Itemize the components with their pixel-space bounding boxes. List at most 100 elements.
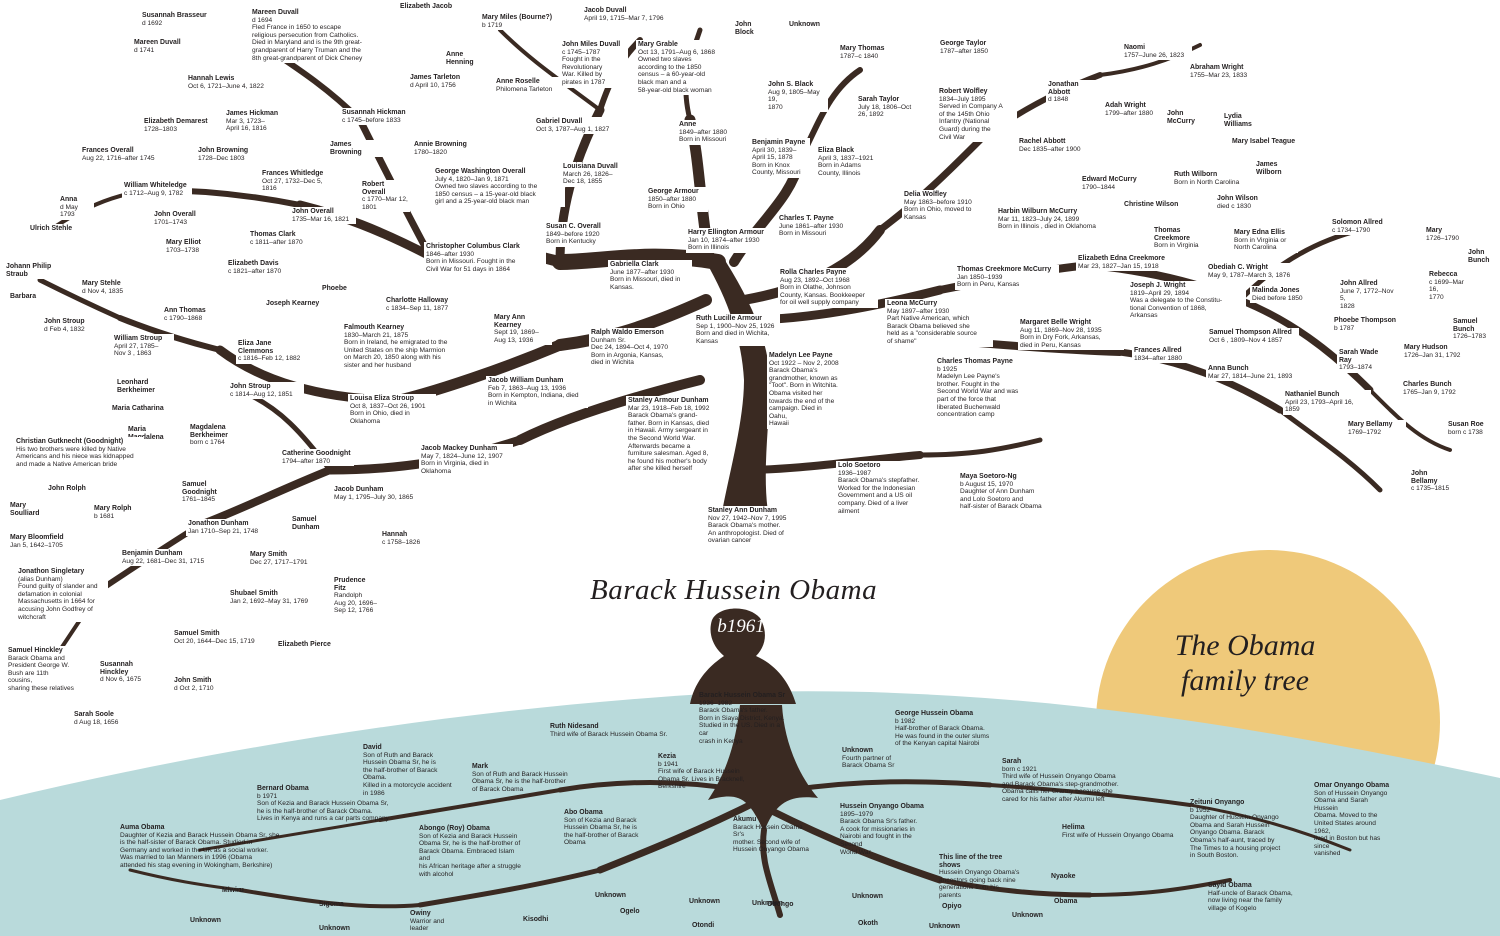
person-detail: North Carolina [1234,244,1277,252]
person-entry: Annie Browning 1780–1820 [412,140,472,158]
person-name: Ruth Wilborn [1174,171,1218,178]
person-entry: Unknown [593,891,629,901]
person-name: Helima [1062,824,1085,831]
person-detail: Born in North Carolina [1174,178,1240,186]
person-detail: c 1790–1868 [164,314,203,322]
person-entry: Ulrich Stehle [28,224,76,234]
person-entry: Mary Smith Dec 27, 1717–1791 [248,550,318,568]
person-detail: Jan 2, 1692–May 31, 1769 [230,597,309,605]
person-detail: July 18, 1806–Oct [858,103,912,111]
title-line-1: The Obama [1174,629,1316,662]
person-detail: Mar 23, 1827–Jan 15, 1918 [1078,262,1159,270]
person-entry: Anne Henning [444,50,494,68]
branch [515,375,705,445]
person-detail: Born in Siaya District, Kenya. [699,714,785,722]
person-detail: April 27, 1785– [114,342,159,350]
person-detail: Randolph [334,592,363,600]
person-detail: 8th great-grandparent of Dick Cheney [252,54,363,62]
person-name: Unknown [190,917,222,924]
person-entry: Stanley Armour Dunham Mar 23, 1918–Feb 18… [626,396,716,474]
person-detail: c 1758–1826 [382,538,421,546]
person-detail: campaign. Died in Oahu, [769,405,822,420]
person-name: James Wilborn [1256,161,1282,176]
root [787,779,993,793]
person-entry: Mary Grable Oct 13, 1791–Aug 6, 1868 Owned… [636,40,724,96]
person-detail: Obama [564,839,586,847]
branch [498,28,602,112]
person-name: Lydia Williams [1224,113,1252,128]
person-detail: The Times to a housing project [1190,844,1281,852]
person-entry: Gabriella Clark June 1877–after 1930 Born … [608,260,692,293]
person-name: Mary Stehle [82,280,121,287]
person-detail: Jan 10, 1874–after 1930 [688,236,760,244]
person-name: Edward McCurry [1082,176,1137,183]
person-name: Christian Gutknecht (Goodnight) [16,438,124,445]
person-name: Margaret Belle Wright [1020,319,1092,326]
person-detail: Barack Obama. Embraced Islam and [419,847,515,863]
person-entry: Eliza Jane Clemmons c 1816–Feb 12, 1882 [236,339,306,364]
person-name: Catherine Goodnight [282,450,351,457]
person-detail: 1726–1783 [1453,333,1487,341]
person-detail: Kansas. [610,283,634,291]
person-name: David [363,744,382,751]
person-entry: Mareen Duvall d 1741 [132,38,187,56]
person-detail: crash in Kenya [699,737,743,745]
person-detail: Son of Kezia and Barack [564,816,637,824]
person-entry: John Overall 1735–Mar 16, 1821 [290,207,356,225]
person-entry: William Whiteledge c 1712–Aug 9, 1782 [122,181,192,199]
person-detail: Sep 1, 1900–Nov 25, 1926 [696,322,775,330]
person-detail: the Second World War. [628,434,696,442]
person-detail: June 1861–after 1930 [779,222,844,230]
person-detail: company. Died of a liver [838,499,909,507]
person-name: Susan Roe [1448,421,1484,428]
person-detail: b August 15, 1970 [960,480,1014,488]
person-entry: Samuel Smith Oct 20, 1644–Dec 15, 1719 [172,629,262,647]
person-detail: Aug 22, 1716–after 1745 [82,154,155,162]
person-entry: Joseph J. Wright 1819–April 29, 1894 Was a… [1128,281,1246,321]
person-detail: on March 20, 1850 along with his [344,354,441,362]
person-entry: Omar Onyango Obama Son of Hussein Onyango… [1312,781,1394,859]
person-entry: Johann Philip Straub [4,262,76,280]
person-detail: Aug 20, 1696– [334,599,377,607]
person-detail: Son of Ruth and Barack Hussein [472,770,568,778]
person-name: Mary Grable [638,41,678,48]
person-detail: b 1787 [1334,324,1355,332]
person-entry: John S. Black Aug 9, 1805–May 19, 1870 [766,80,828,113]
person-entry: Auma Obama Daughter of Kezia and Barack H… [118,823,326,871]
person-detail: Born in Argonia, Kansas, [591,351,664,359]
person-detail: Obama visited her [769,389,823,397]
person-name: Sarah Soole [74,711,114,718]
person-entry: Mary Miles (Bourne?) b 1719 [480,13,568,31]
person-name: James Hickman [226,110,279,117]
person-entry: Ruth Wilborn Born in North Carolina [1172,170,1248,188]
person-detail: he found his mother's body [628,457,707,465]
person-detail: Dec 1835–after 1900 [1019,145,1081,153]
person-detail: c 1814–Aug 12, 1851 [230,390,293,398]
person-name: John Allred [1340,280,1378,287]
person-entry: Unknown [927,922,961,932]
person-detail: Oct 6 , 1809–Nov 4 1857 [1209,336,1283,344]
person-name: Elizabeth Demarest [144,118,208,125]
person-name: Madelyn Lee Payne [769,352,833,359]
person-detail: defamation in colonial [18,590,82,598]
person-detail: 1726–1790 [1426,234,1460,242]
person-name: Robert Wolfley [939,88,988,95]
person-name: John Miles Duvall [562,41,621,48]
person-detail: 1830–March 21, 1875 [344,331,409,339]
person-name: Naomi [1124,44,1146,51]
person-detail: April 19, 1715–Mar 7, 1796 [584,14,664,22]
person-detail: Barack Obama's [769,367,818,375]
person-detail: Nov 3 , 1863 [114,350,152,358]
person-detail: 1936–1987 [838,469,872,477]
person-entry: Elizabeth Edna Creekmore Mar 23, 1827–Jan… [1076,254,1172,272]
person-name: John Smith [174,677,212,684]
tree-roots [128,779,1352,918]
person-detail: is the half-sister of Barack Obama. Stud… [120,839,253,847]
person-entry: John Stroup d Feb 4, 1832 [42,317,92,335]
person-entry: Susan C. Overall 1849–before 1920 Born in … [544,222,604,247]
person-name: Christine Wilson [1124,201,1179,208]
person-detail: b 1681 [94,512,115,520]
person-entry: Sarah Soole d Aug 18, 1656 [72,710,126,728]
person-name: Jacob Mackey Dunham [421,445,498,452]
person-detail: Philomena Tarleton [496,85,553,93]
